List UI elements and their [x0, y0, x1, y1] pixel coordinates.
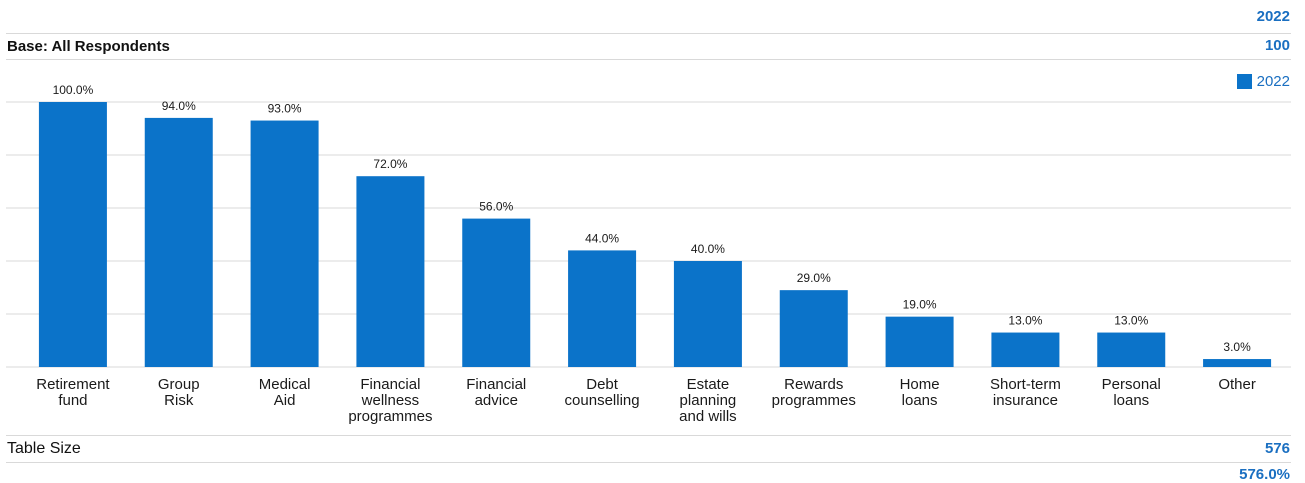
category-label: Financial advice [466, 376, 526, 409]
data-label: 3.0% [1223, 340, 1251, 354]
bar [885, 316, 954, 367]
table-size-percent: 576.0% [1239, 466, 1290, 483]
category-label: Estate planning and wills [679, 376, 737, 425]
legend-swatch [1236, 74, 1252, 89]
bar [1097, 332, 1166, 367]
data-label: 94.0% [162, 99, 196, 113]
bar [462, 218, 531, 367]
bar [356, 176, 425, 367]
base-value: 100 [1264, 37, 1290, 54]
bar [38, 102, 107, 367]
data-label: 13.0% [1008, 314, 1042, 328]
data-label: 56.0% [479, 200, 513, 214]
category-label: Group Risk [158, 376, 200, 409]
category-label: Home loans [900, 376, 940, 409]
bar [673, 261, 742, 367]
chart-legend: 2022 [1236, 73, 1290, 90]
bar [144, 117, 213, 368]
data-label: 44.0% [585, 231, 619, 245]
base-label: Base: All Respondents [7, 38, 170, 55]
bar [779, 290, 848, 367]
bar [250, 120, 319, 367]
bar [568, 250, 637, 367]
divider-top [6, 33, 1291, 34]
data-label: 13.0% [1114, 314, 1148, 328]
category-label: Other [1218, 376, 1256, 393]
data-label: 100.0% [53, 83, 94, 97]
divider-footer-bottom [6, 462, 1291, 463]
table-size-label: Table Size [7, 440, 81, 457]
data-label: 40.0% [691, 242, 725, 256]
column-year-header: 2022 [1256, 8, 1290, 25]
legend-label: 2022 [1256, 73, 1290, 90]
data-label: 19.0% [903, 298, 937, 312]
category-label: Financial wellness programmes [348, 376, 432, 425]
category-label: Short-term insurance [990, 376, 1061, 409]
category-label: Personal loans [1102, 376, 1161, 409]
data-label: 72.0% [373, 157, 407, 171]
category-label: Medical Aid [259, 376, 311, 409]
category-label: Rewards programmes [772, 376, 856, 409]
divider-footer [6, 435, 1291, 436]
bar [991, 332, 1060, 367]
divider-base [6, 59, 1291, 60]
bar-chart: 100.0% Retirement fund 94.0% Group Risk 93.0% M… [6, 83, 1291, 425]
data-label: 93.0% [268, 102, 302, 116]
table-size-value: 576 [1264, 440, 1290, 457]
bar [1203, 359, 1272, 367]
data-label: 29.0% [797, 271, 831, 285]
category-label: Retirement fund [36, 376, 110, 409]
category-label: Debt counselling [565, 376, 640, 409]
